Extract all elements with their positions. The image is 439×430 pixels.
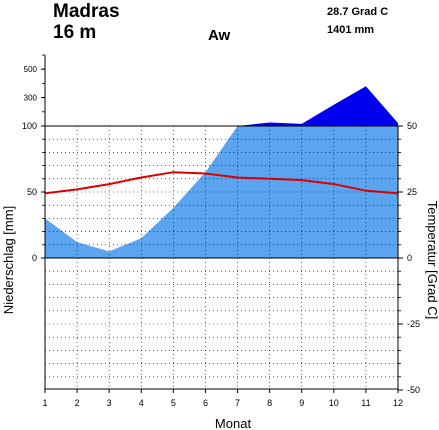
right-tick-label: -25 bbox=[407, 319, 420, 329]
annual-precipitation: 1401 mm bbox=[327, 24, 374, 36]
climate-class: Aw bbox=[208, 27, 231, 44]
x-tick-label: 1 bbox=[42, 398, 47, 408]
x-tick-label: 10 bbox=[329, 398, 339, 408]
temperature-line bbox=[44, 171, 399, 195]
x-tick-label: 5 bbox=[171, 398, 176, 408]
left-tick-label: 50 bbox=[27, 187, 37, 197]
left-tick-label: 500 bbox=[24, 65, 38, 74]
x-tick-label: 3 bbox=[107, 398, 112, 408]
right-tick-label: -50 bbox=[407, 385, 420, 395]
station-elevation: 16 m bbox=[53, 22, 96, 43]
left-tick-label: 300 bbox=[24, 94, 38, 103]
x-tick-label: 7 bbox=[235, 398, 240, 408]
left-axis-label: Niederschlag [mm] bbox=[1, 206, 16, 314]
x-tick-label: 8 bbox=[267, 398, 272, 408]
left-tick-label: 100 bbox=[22, 121, 37, 131]
x-tick-label: 2 bbox=[75, 398, 80, 408]
plot-area bbox=[44, 86, 399, 258]
x-tick-label: 11 bbox=[361, 398, 370, 408]
right-axis-label: Temperatur [Grad C] bbox=[425, 201, 439, 320]
precipitation-area-high bbox=[45, 86, 398, 126]
left-tick-label: 0 bbox=[32, 253, 37, 263]
right-tick-label: 50 bbox=[407, 121, 417, 131]
station-name: Madras bbox=[53, 1, 120, 22]
right-tick-label: 0 bbox=[407, 253, 412, 263]
mean-temperature: 28.7 Grad C bbox=[327, 6, 388, 18]
x-tick-label: 4 bbox=[139, 398, 144, 408]
grid-lines bbox=[45, 126, 398, 389]
x-tick-label: 6 bbox=[203, 398, 208, 408]
x-tick-label: 12 bbox=[393, 398, 403, 408]
right-tick-label: 25 bbox=[407, 187, 417, 197]
x-axis-label: Monat bbox=[215, 416, 252, 430]
x-tick-label: 9 bbox=[299, 398, 304, 408]
